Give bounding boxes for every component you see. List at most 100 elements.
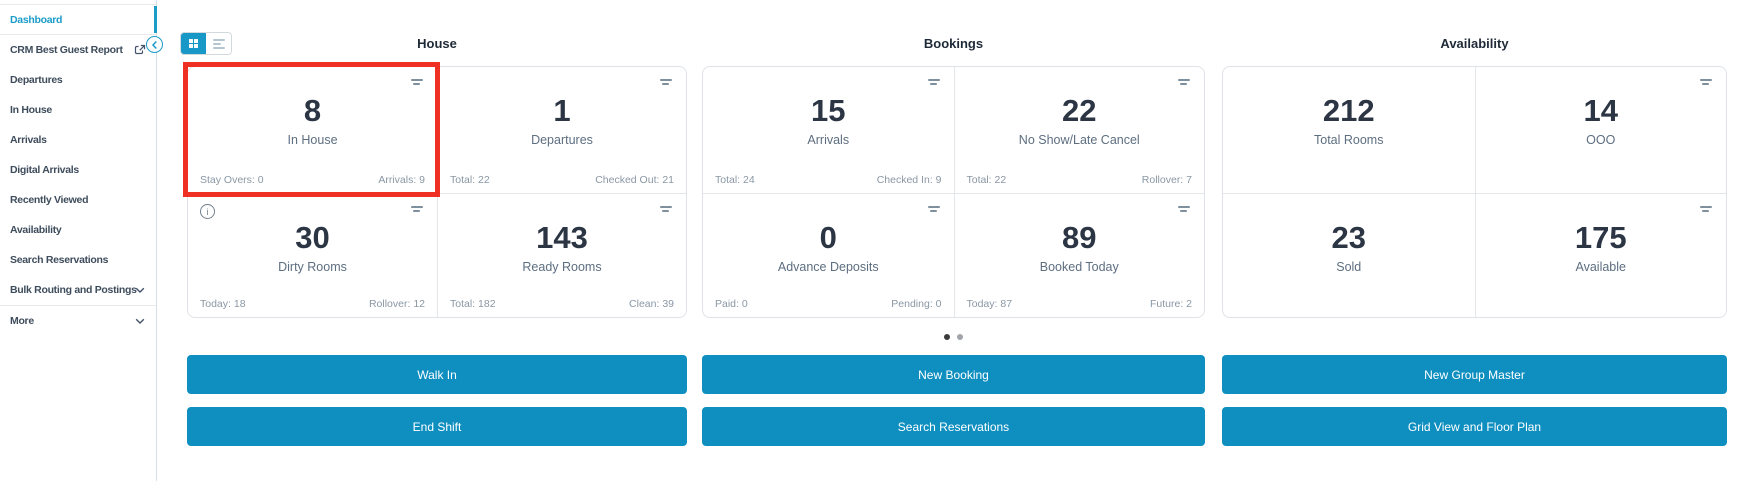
carousel-dot-1[interactable] bbox=[944, 333, 950, 340]
sidebar-item-label: Digital Arrivals bbox=[10, 164, 79, 176]
sidebar-item-more[interactable]: More bbox=[0, 305, 156, 335]
sidebar-item-arrivals[interactable]: Arrivals bbox=[0, 125, 156, 155]
sidebar-item-availability[interactable]: Availability bbox=[0, 215, 156, 245]
card-footer-right: Clean: 39 bbox=[629, 298, 674, 310]
sidebar-item-label: Bulk Routing and Postings bbox=[10, 284, 137, 296]
card-footer-right: Pending: 0 bbox=[891, 298, 942, 310]
card-menu-icon[interactable] bbox=[1700, 79, 1712, 85]
sidebar-item-recently-viewed[interactable]: Recently Viewed bbox=[0, 185, 156, 215]
card-advance-deposits[interactable]: 0 Advance Deposits Paid: 0 Pending: 0 bbox=[703, 193, 954, 317]
card-value: 23 bbox=[1331, 220, 1366, 255]
carousel-dots-spacer bbox=[187, 318, 687, 355]
card-menu-icon[interactable] bbox=[660, 79, 672, 85]
card-footer-left: Today: 18 bbox=[200, 298, 246, 310]
card-value: 175 bbox=[1574, 220, 1627, 255]
sidebar-item-label: Departures bbox=[10, 74, 63, 86]
sidebar-item-in-house[interactable]: In House bbox=[0, 95, 156, 125]
card-footer-left: Total: 182 bbox=[450, 298, 496, 310]
card-ready-rooms[interactable]: 143 Ready Rooms Total: 182 Clean: 39 bbox=[437, 193, 686, 317]
carousel-dots-spacer bbox=[1222, 318, 1727, 355]
section-house: House 8 In House Stay Overs: 0 Arrivals: … bbox=[183, 36, 687, 459]
card-label: Dirty Rooms bbox=[278, 260, 347, 274]
sidebar-item-label: Arrivals bbox=[10, 134, 47, 146]
card-menu-icon[interactable] bbox=[660, 206, 672, 212]
carousel-dots bbox=[702, 318, 1205, 355]
card-value: 15 bbox=[811, 93, 846, 128]
sidebar-item-departures[interactable]: Departures bbox=[0, 65, 156, 95]
carousel-dot-2[interactable] bbox=[957, 333, 963, 340]
card-menu-icon[interactable] bbox=[411, 79, 423, 85]
card-dirty-rooms[interactable]: i 30 Dirty Rooms Today: 18 Rollover: 12 bbox=[188, 193, 437, 317]
bookings-panel: 15 Arrivals Total: 24 Checked In: 9 22 No… bbox=[702, 66, 1205, 318]
card-value: 1 bbox=[553, 93, 571, 128]
chevron-down-icon bbox=[134, 315, 146, 327]
card-in-house[interactable]: 8 In House Stay Overs: 0 Arrivals: 9 bbox=[183, 62, 440, 197]
info-icon[interactable]: i bbox=[200, 204, 215, 219]
sidebar-item-label: In House bbox=[10, 104, 52, 116]
card-value: 89 bbox=[1062, 220, 1097, 255]
card-footer-right: Checked Out: 21 bbox=[595, 174, 674, 186]
list-icon bbox=[212, 37, 225, 51]
card-footer-left: Stay Overs: 0 bbox=[200, 174, 264, 186]
chevron-left-icon bbox=[151, 40, 157, 49]
sidebar-item-label: Search Reservations bbox=[10, 254, 109, 266]
card-label: Arrivals bbox=[807, 133, 850, 147]
card-total-rooms[interactable]: 212 Total Rooms bbox=[1223, 67, 1475, 193]
sidebar-item-bulk-routing-and-postings[interactable]: Bulk Routing and Postings bbox=[0, 275, 156, 305]
card-footer-right: Checked In: 9 bbox=[876, 174, 942, 186]
card-label: Booked Today bbox=[1039, 260, 1119, 274]
card-value: 14 bbox=[1583, 93, 1618, 128]
card-footer-left: Total: 22 bbox=[450, 174, 490, 186]
card-value: 212 bbox=[1322, 93, 1375, 128]
sidebar-item-crm-best-guest-report[interactable]: CRM Best Guest Report bbox=[0, 35, 156, 65]
card-label: Ready Rooms bbox=[522, 260, 602, 274]
card-menu-icon[interactable] bbox=[1700, 206, 1712, 212]
new-booking-button[interactable]: New Booking bbox=[702, 355, 1205, 394]
grid-view-toggle-button[interactable] bbox=[181, 33, 206, 54]
card-no-show-late-cancel[interactable]: 22 No Show/Late Cancel Total: 22 Rollover… bbox=[953, 67, 1205, 193]
sidebar-item-label: Recently Viewed bbox=[10, 194, 89, 206]
card-arrivals[interactable]: 15 Arrivals Total: 24 Checked In: 9 bbox=[703, 67, 954, 193]
card-label: Departures bbox=[531, 133, 593, 147]
search-reservations-button[interactable]: Search Reservations bbox=[702, 407, 1205, 446]
sidebar-item-search-reservations[interactable]: Search Reservations bbox=[0, 245, 156, 275]
card-footer-right: Future: 2 bbox=[1149, 298, 1192, 310]
new-group-master-button[interactable]: New Group Master bbox=[1222, 355, 1727, 394]
card-label: Available bbox=[1575, 260, 1626, 274]
card-menu-icon[interactable] bbox=[1178, 79, 1190, 85]
section-title: House bbox=[417, 36, 457, 51]
card-menu-icon[interactable] bbox=[411, 206, 423, 212]
sidebar: Dashboard CRM Best Guest Report Departur… bbox=[0, 0, 157, 481]
sidebar-item-dashboard[interactable]: Dashboard bbox=[0, 5, 157, 35]
sidebar-collapse-button[interactable] bbox=[146, 36, 163, 53]
sidebar-item-digital-arrivals[interactable]: Digital Arrivals bbox=[0, 155, 156, 185]
section-title: Bookings bbox=[923, 36, 984, 51]
card-booked-today[interactable]: 89 Booked Today Today: 87 Future: 2 bbox=[953, 193, 1204, 317]
card-menu-icon[interactable] bbox=[927, 79, 940, 85]
card-label: No Show/Late Cancel bbox=[1018, 133, 1140, 147]
card-menu-icon[interactable] bbox=[1178, 206, 1190, 212]
house-panel: 8 In House Stay Overs: 0 Arrivals: 9 1 De… bbox=[183, 62, 687, 318]
sidebar-item-label: Availability bbox=[10, 224, 62, 236]
card-label: In House bbox=[287, 133, 338, 147]
section-availability: Availability 212 Total Rooms 14 OOO 23 S… bbox=[1222, 36, 1727, 459]
end-shift-button[interactable]: End Shift bbox=[187, 407, 687, 446]
sidebar-nav: Dashboard CRM Best Guest Report Departur… bbox=[0, 4, 157, 335]
card-sold[interactable]: 23 Sold bbox=[1223, 193, 1475, 317]
card-footer-right: Rollover: 7 bbox=[1141, 174, 1192, 186]
card-available[interactable]: 175 Available bbox=[1474, 193, 1726, 317]
grid-view-floor-plan-button[interactable]: Grid View and Floor Plan bbox=[1222, 407, 1727, 446]
walk-in-button[interactable]: Walk In bbox=[187, 355, 687, 394]
card-label: Advance Deposits bbox=[777, 260, 879, 274]
sidebar-item-label: CRM Best Guest Report bbox=[10, 44, 123, 56]
card-menu-icon[interactable] bbox=[927, 206, 940, 212]
card-departures[interactable]: 1 Departures Total: 22 Checked Out: 21 bbox=[437, 67, 686, 193]
external-link-icon bbox=[134, 44, 146, 56]
card-value: 143 bbox=[536, 220, 588, 255]
sidebar-item-label: Dashboard bbox=[10, 13, 63, 26]
card-ooo[interactable]: 14 OOO bbox=[1474, 67, 1727, 193]
card-footer-right: Rollover: 12 bbox=[368, 298, 425, 310]
card-value: 30 bbox=[295, 220, 330, 255]
list-view-toggle-button[interactable] bbox=[206, 33, 231, 54]
